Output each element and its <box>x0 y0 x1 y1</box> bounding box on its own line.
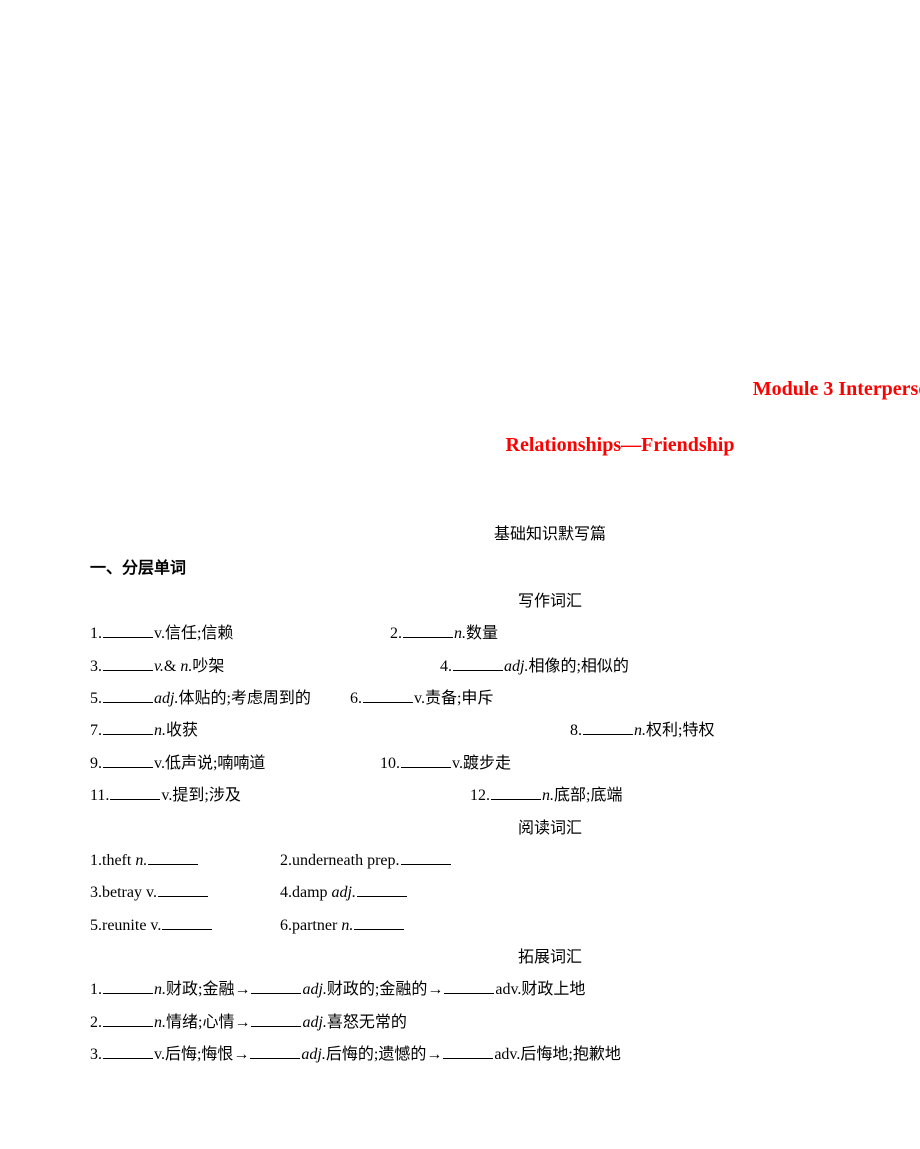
expand-row: 1.n.财政;金融→adj.财政的;金融的→adv.财政上地 <box>90 975 920 1005</box>
list-item: 3.v.& n.吵架 <box>90 652 440 682</box>
reading-row: 1.theft n. 2.underneath prep. <box>90 846 920 876</box>
section-layered: 一、分层单词 <box>90 554 920 584</box>
expand-row: 3.v.后悔;悔恨→adj.后悔的;遗憾的→adv.后悔地;抱歉地 <box>90 1040 920 1070</box>
list-item: 5.adj.体贴的;考虑周到的 <box>90 684 350 714</box>
writing-row: 5.adj.体贴的;考虑周到的 6.v.责备;申斥 <box>90 684 920 714</box>
list-item: 1.v.信任;信赖 <box>90 619 390 649</box>
list-item: 11.v.提到;涉及 <box>90 781 470 811</box>
list-item: 10.v.踱步走 <box>380 749 511 779</box>
list-item: 2.n.数量 <box>390 619 498 649</box>
module-title: Module 3 Interpersonal Relationships—Fri… <box>90 370 920 464</box>
list-item: 1.theft n. <box>90 846 280 876</box>
list-item: 5.reunite v. <box>90 911 280 941</box>
list-item: 4.adj.相像的;相似的 <box>440 652 629 682</box>
expand-row: 2.n.情绪;心情→adj.喜怒无常的 <box>90 1008 920 1038</box>
writing-row: 11.v.提到;涉及 12.n.底部;底端 <box>90 781 920 811</box>
writing-row: 7.n.收获 8.n.权利;特权 <box>90 716 920 746</box>
writing-row: 3.v.& n.吵架 4.adj.相像的;相似的 <box>90 652 920 682</box>
list-item: 9.v.低声说;喃喃道 <box>90 749 380 779</box>
reading-row: 5.reunite v. 6.partner n. <box>90 911 920 941</box>
subsection-reading: 阅读词汇 <box>90 814 920 844</box>
list-item: 3.betray v. <box>90 878 280 908</box>
title-line-1: Module 3 Interpersonal <box>90 370 920 408</box>
subsection-writing: 写作词汇 <box>90 587 920 617</box>
writing-row: 1.v.信任;信赖 2.n.数量 <box>90 619 920 649</box>
list-item: 4.damp adj. <box>280 878 408 908</box>
list-item: 8.n.权利;特权 <box>570 716 714 746</box>
list-item: 6.partner n. <box>280 911 405 941</box>
list-item: 3.v.后悔;悔恨→adj.后悔的;遗憾的→adv.后悔地;抱歉地 <box>90 1040 621 1070</box>
list-item: 1.n.财政;金融→adj.财政的;金融的→adv.财政上地 <box>90 975 585 1005</box>
reading-row: 3.betray v. 4.damp adj. <box>90 878 920 908</box>
list-item: 6.v.责备;申斥 <box>350 684 493 714</box>
list-item: 7.n.收获 <box>90 716 570 746</box>
title-line-2: Relationships—Friendship <box>90 426 920 464</box>
list-item: 2.underneath prep. <box>280 846 452 876</box>
list-item: 2.n.情绪;心情→adj.喜怒无常的 <box>90 1008 407 1038</box>
subsection-expand: 拓展词汇 <box>90 943 920 973</box>
writing-row: 9.v.低声说;喃喃道 10.v.踱步走 <box>90 749 920 779</box>
list-item: 12.n.底部;底端 <box>470 781 622 811</box>
section-basics: 基础知识默写篇 <box>90 520 920 550</box>
